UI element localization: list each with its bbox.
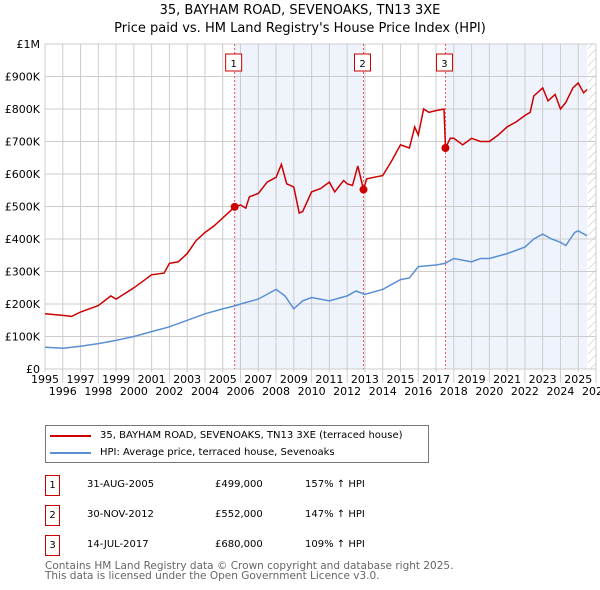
x-tick-label: 2007 (244, 373, 272, 386)
sale-date: 31-AUG-2005 (87, 479, 155, 490)
legend-label: HPI: Average price, terraced house, Seve… (100, 447, 335, 458)
y-tick-label: £200K (5, 298, 41, 311)
sale-price: £552,000 (215, 509, 263, 520)
sale-date: 30-NOV-2012 (87, 509, 154, 520)
x-tick-label: 2002 (155, 385, 183, 398)
y-tick-label: £100K (5, 331, 41, 344)
y-tick-label: £1M (17, 38, 41, 51)
sale-date: 14-JUL-2017 (87, 539, 149, 550)
legend-label: 35, BAYHAM ROAD, SEVENOAKS, TN13 3XE (te… (100, 430, 403, 441)
x-tick-label: 2020 (475, 385, 503, 398)
sale-label: 2 (359, 59, 365, 70)
x-tick-label: 2012 (333, 385, 361, 398)
sale-hpi: 109% ↑ HPI (305, 539, 365, 550)
y-tick-label: £600K (5, 168, 41, 181)
sale-point (230, 202, 239, 211)
x-tick-label: 2021 (493, 373, 521, 386)
x-tick-label: 2026 (582, 385, 600, 398)
sale-label-box (435, 53, 453, 72)
y-tick-label: £900K (5, 71, 41, 84)
x-tick-label: 2011 (315, 373, 343, 386)
x-tick-label: 2025 (564, 373, 592, 386)
chart-title: 35, BAYHAM ROAD, SEVENOAKS, TN13 3XE (159, 3, 441, 18)
sale-marker-badge: 3 (45, 535, 60, 556)
x-tick-label: 1995 (31, 373, 59, 386)
y-tick-label: £500K (5, 201, 41, 214)
sale-point (441, 144, 450, 152)
x-tick-label: 2023 (529, 373, 557, 386)
x-tick-label: 2015 (386, 373, 414, 386)
legend-swatch (50, 451, 91, 454)
property-price-line (44, 81, 588, 318)
x-tick-label: 2003 (173, 373, 201, 386)
sale-label-box (354, 53, 372, 72)
sale-hpi: 147% ↑ HPI (305, 509, 365, 520)
sale-point (359, 185, 368, 194)
legend: 35, BAYHAM ROAD, SEVENOAKS, TN13 3XE (te… (45, 425, 429, 463)
x-tick-label: 1999 (102, 373, 130, 386)
sale-marker-badge: 1 (45, 475, 60, 496)
sale-marker-badge: 2 (45, 505, 60, 526)
legend-swatch (50, 434, 91, 437)
sale-hpi: 157% ↑ HPI (305, 479, 365, 490)
x-tick-label: 2008 (262, 385, 290, 398)
y-tick-label: £400K (5, 233, 41, 246)
x-tick-label: 1996 (49, 385, 77, 398)
x-tick-label: 2018 (440, 385, 468, 398)
x-tick-label: 2022 (511, 385, 539, 398)
legend-item-property: 35, BAYHAM ROAD, SEVENOAKS, TN13 3XE (te… (50, 430, 403, 441)
x-tick-label: 2024 (546, 385, 574, 398)
x-tick-label: 1998 (84, 385, 112, 398)
plot-area: 1995199619971998199920002001200220032004… (5, 38, 600, 398)
x-tick-label: 2009 (280, 373, 308, 386)
x-tick-label: 2004 (191, 385, 219, 398)
footer-line: This data is licensed under the Open Gov… (45, 570, 380, 582)
x-tick-label: 2019 (458, 373, 486, 386)
legend-item-hpi: HPI: Average price, terraced house, Seve… (50, 447, 335, 458)
sale-price: £499,000 (215, 479, 263, 490)
x-tick-label: 2016 (404, 385, 432, 398)
x-tick-label: 2000 (120, 385, 148, 398)
x-tick-label: 2010 (298, 385, 326, 398)
x-tick-label: 2017 (422, 373, 450, 386)
y-tick-label: £800K (5, 103, 41, 116)
sale-label: 3 (441, 59, 447, 70)
footer-line: Contains HM Land Registry data © Crown c… (45, 560, 454, 572)
hpi-line (44, 230, 588, 349)
x-tick-label: 2001 (138, 373, 166, 386)
chart-subtitle: Price paid vs. HM Land Registry's House … (114, 21, 486, 36)
y-tick-label: £700K (5, 136, 41, 149)
footer: Contains HM Land Registry data © Crown c… (45, 560, 454, 582)
sale-label-box (225, 53, 243, 72)
y-tick-label: £0 (26, 363, 40, 376)
y-tick-label: £300K (5, 266, 41, 279)
sale-label: 1 (230, 59, 236, 70)
x-tick-label: 1997 (67, 373, 95, 386)
x-tick-label: 2005 (209, 373, 237, 386)
x-tick-label: 2006 (227, 385, 255, 398)
sale-price: £680,000 (215, 539, 263, 550)
x-tick-label: 2013 (351, 373, 379, 386)
x-tick-label: 2014 (369, 385, 397, 398)
